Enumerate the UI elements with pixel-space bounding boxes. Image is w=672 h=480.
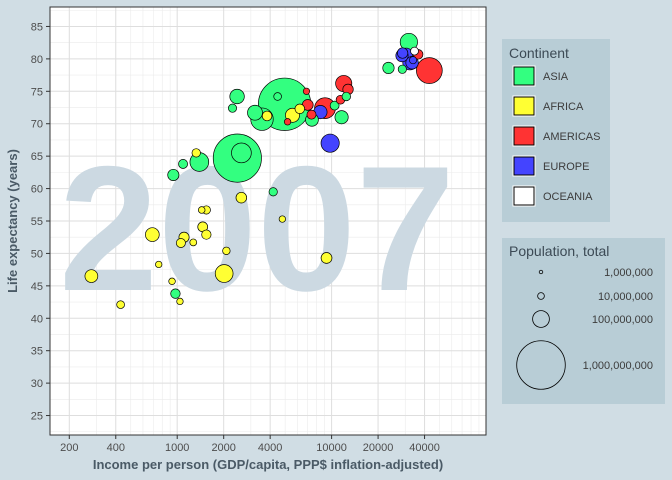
- data-point-asia: [229, 88, 245, 105]
- data-point-asia: [382, 61, 395, 75]
- data-point-asia: [329, 100, 340, 111]
- data-point-africa: [278, 215, 286, 223]
- data-point-africa: [214, 264, 234, 283]
- population-size-key: [537, 292, 545, 300]
- population-legend-box: [502, 238, 665, 404]
- data-point-asia: [170, 288, 181, 299]
- legend-label-oceania: OCEANIA: [543, 191, 593, 203]
- y-tick-label: 85: [31, 21, 43, 33]
- data-point-africa: [84, 269, 99, 283]
- legend-swatch-oceania: [513, 186, 535, 206]
- y-tick-label: 25: [31, 411, 43, 423]
- y-tick-label: 65: [31, 151, 43, 163]
- data-point-africa: [189, 238, 198, 247]
- x-axis-title: Income per person (GDP/capita, PPP$ infl…: [93, 457, 443, 472]
- data-points: [84, 32, 443, 309]
- data-point-africa: [294, 103, 305, 115]
- data-point-asia: [228, 103, 237, 113]
- x-tick-label: 400: [107, 442, 125, 454]
- data-point-africa: [176, 297, 184, 306]
- data-point-africa: [145, 227, 160, 242]
- population-size-key: [516, 340, 566, 390]
- data-point-asia: [167, 168, 180, 181]
- y-tick-label: 60: [31, 184, 43, 196]
- data-point-africa: [197, 206, 206, 214]
- population-size-label: 1,000,000: [604, 267, 653, 279]
- legend-swatch-europe: [513, 156, 535, 176]
- legend-swatch-africa: [513, 96, 535, 116]
- data-point-africa: [261, 110, 273, 122]
- grid-major: [50, 7, 486, 435]
- continent-legend-title: Continent: [509, 45, 569, 61]
- data-point-asia: [178, 159, 188, 169]
- population-size-label: 1,000,000,000: [583, 360, 653, 372]
- continent-legend: Continent ASIA AFRICA AMERICAS EUROPE OCEANI…: [502, 39, 610, 222]
- data-point-europe: [409, 56, 418, 65]
- x-tick-label: 200: [60, 442, 78, 454]
- data-point-europe: [396, 47, 409, 59]
- data-point-africa: [235, 191, 248, 204]
- y-tick-label: 55: [31, 216, 43, 228]
- data-point-europe: [320, 133, 340, 153]
- legend-label-asia: ASIA: [543, 71, 569, 83]
- legend-label-europe: EUROPE: [543, 161, 589, 173]
- population-size-label: 10,000,000: [598, 291, 653, 303]
- data-point-asia: [247, 104, 263, 121]
- data-point-africa: [201, 229, 212, 240]
- data-point-asia: [231, 142, 252, 164]
- x-tick-label: 20000: [363, 442, 394, 454]
- y-tick-label: 35: [31, 346, 43, 358]
- continent-legend-entries: ASIA AFRICA AMERICAS EUROPE OCEANIA: [512, 65, 600, 207]
- data-point-africa: [320, 252, 333, 264]
- data-point-africa: [222, 246, 231, 255]
- x-tick-label: 10000: [316, 442, 347, 454]
- data-point-asia: [334, 110, 349, 125]
- x-tick-label: 4000: [258, 442, 282, 454]
- y-axis-title: Life expectancy (years): [5, 149, 20, 293]
- y-tick-label: 75: [31, 86, 43, 98]
- data-point-africa: [116, 300, 125, 309]
- y-tick-label: 70: [31, 119, 43, 131]
- population-legend-title: Population, total: [509, 243, 609, 259]
- data-point-asia: [341, 91, 351, 102]
- x-tick-label: 1000: [165, 442, 189, 454]
- y-tick-label: 30: [31, 378, 43, 390]
- data-point-africa: [168, 277, 176, 285]
- population-legend-entries: 1,000,000 10,000,000 100,000,000 1,000,000,…: [516, 267, 653, 390]
- y-tick-label: 80: [31, 54, 43, 66]
- x-tick-label: 2000: [211, 442, 235, 454]
- data-point-asia: [268, 187, 278, 197]
- population-legend: Population, total 1,000,000 10,000,000 100…: [502, 238, 665, 404]
- x-tick-label: 40000: [409, 442, 440, 454]
- legend-label-africa: AFRICA: [543, 101, 584, 113]
- data-point-oceania: [410, 46, 419, 56]
- y-tick-label: 45: [31, 281, 43, 293]
- legend-swatch-americas: [513, 126, 535, 146]
- legend-swatch-asia: [513, 66, 535, 86]
- data-point-americas: [416, 57, 443, 84]
- y-tick-label: 50: [31, 248, 43, 260]
- data-point-americas: [283, 118, 292, 126]
- data-point-asia: [397, 64, 407, 74]
- data-point-africa: [191, 148, 201, 158]
- data-point-africa: [155, 260, 163, 269]
- data-point-americas: [302, 87, 311, 95]
- data-point-americas: [306, 109, 317, 120]
- population-size-label: 100,000,000: [592, 314, 653, 326]
- y-tick-label: 40: [31, 313, 43, 325]
- population-size-key: [532, 310, 550, 328]
- x-axis: 200 400 1000 2000 4000 10000 20000 40000: [60, 435, 440, 454]
- y-axis: 25 30 35 40 45 50 55 60 65 70 75 80 85: [31, 21, 50, 423]
- legend-label-americas: AMERICAS: [543, 131, 600, 143]
- data-point-africa: [175, 238, 186, 248]
- data-point-asia: [273, 92, 282, 101]
- population-size-key: [538, 269, 544, 275]
